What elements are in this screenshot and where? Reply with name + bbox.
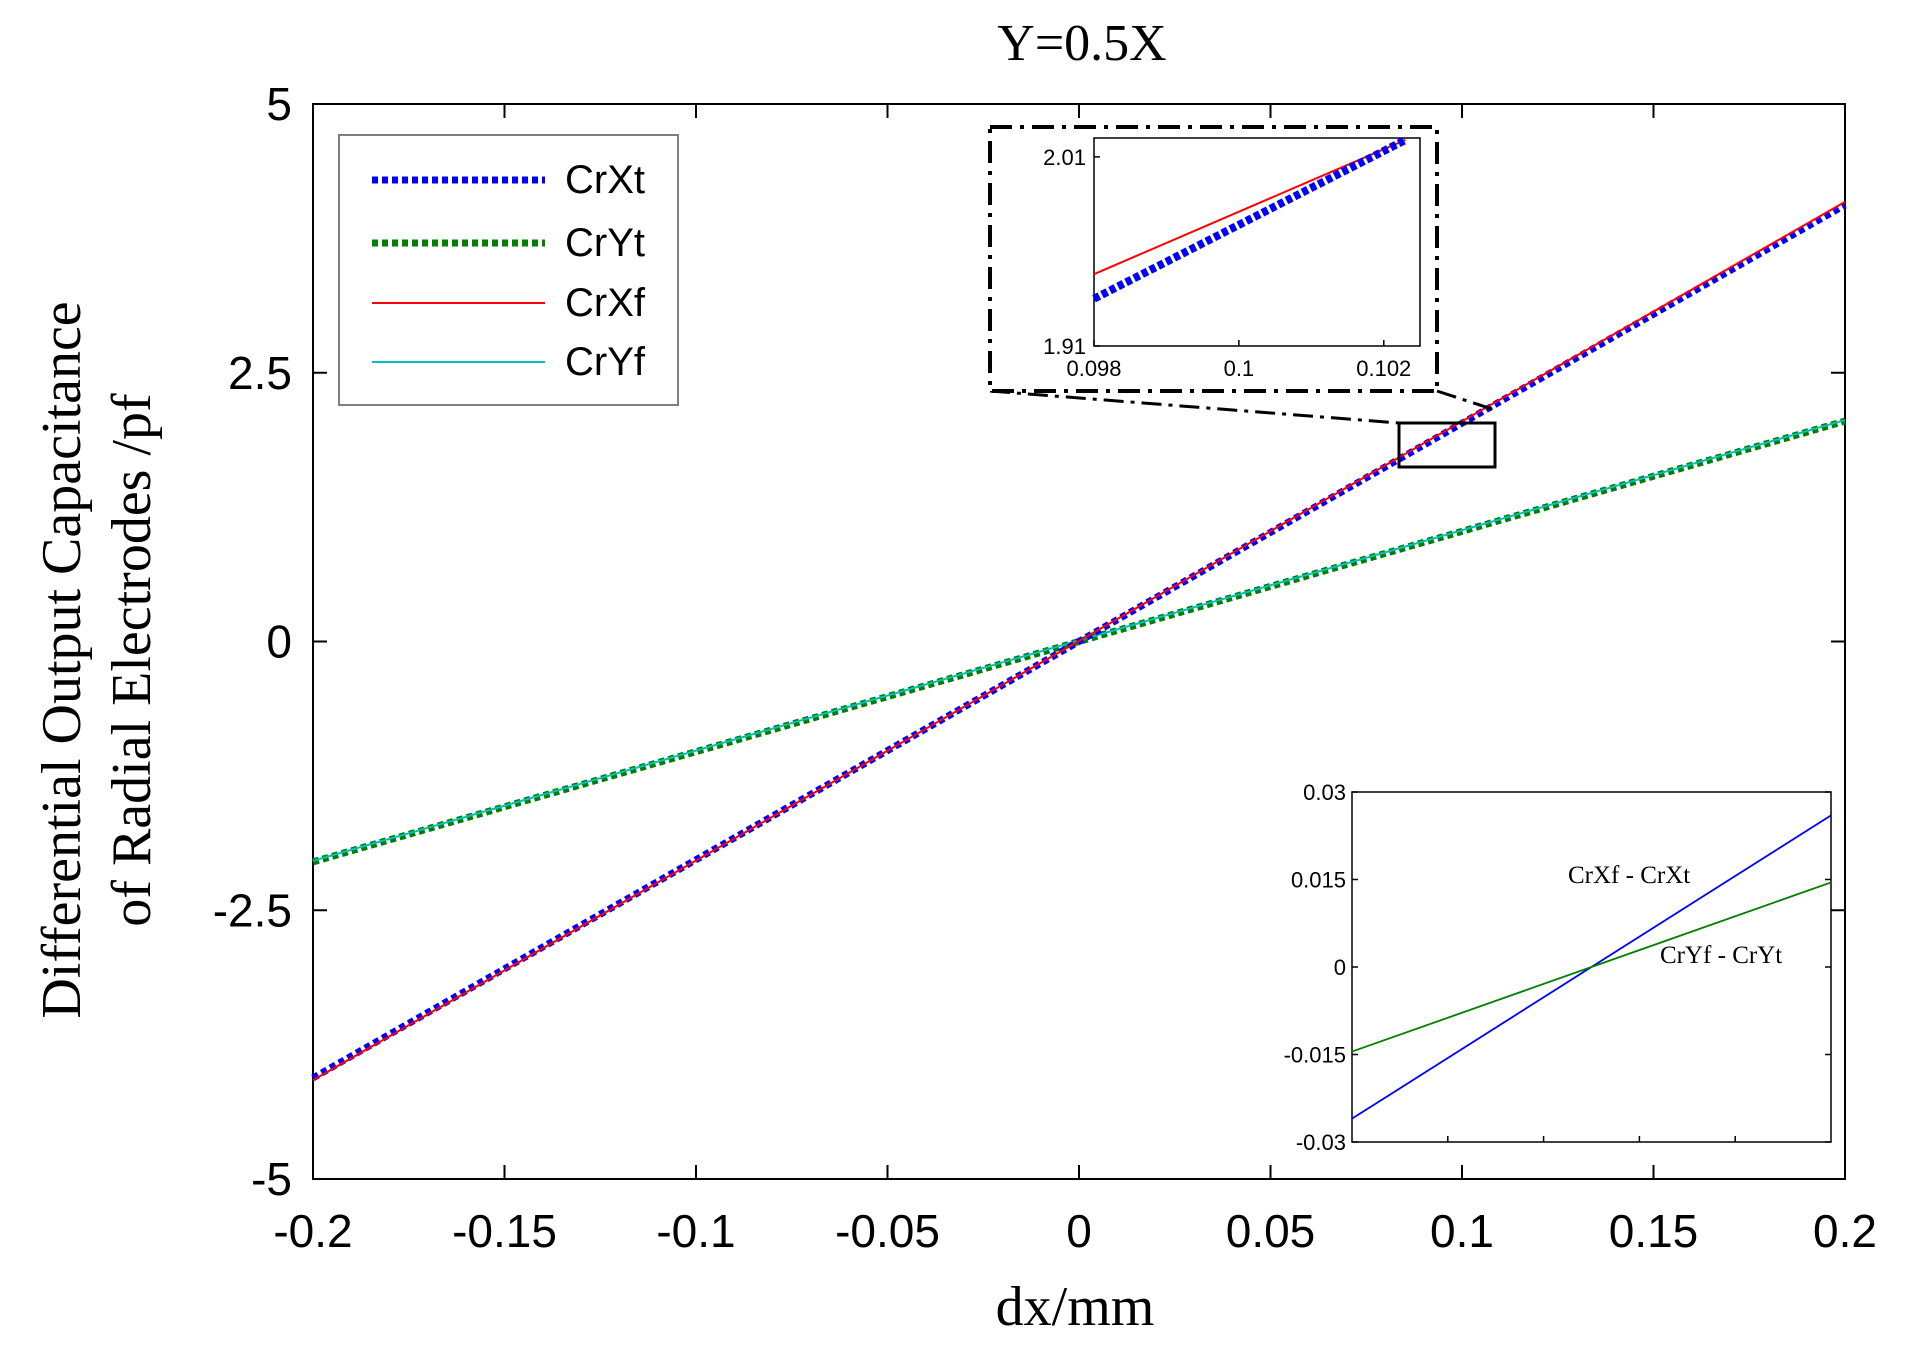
legend-label-cryt: CrYt [565, 221, 645, 265]
zoom-inset-ticks: 0.098 0.1 0.102 1.91 2.01 [1043, 145, 1411, 381]
zoom-series-line-crxt [1092, 136, 1408, 303]
x-tick-label: -0.1 [656, 1205, 735, 1257]
legend: CrXt CrYt CrXf CrYf [338, 134, 679, 406]
x-tick-label: -0.2 [273, 1205, 352, 1257]
difference-inset-ticks: -0.03 -0.015 0 0.015 0.03 [1284, 780, 1831, 1155]
x-tick-label: -0.05 [835, 1205, 940, 1257]
chart-title: Y=0.5X [997, 15, 1166, 72]
zoom-y-tick-label: 1.91 [1043, 334, 1086, 359]
y-axis-label-line-2: of Radial Electrodes /pf [101, 393, 163, 927]
series-line-crxf [312, 200, 1846, 1081]
zoom-inset: 0.098 0.1 0.102 1.91 2.01 [988, 125, 1439, 393]
legend-label-crxf: CrXf [565, 281, 646, 325]
zoom-x-tick-label: 0.098 [1066, 356, 1121, 381]
diff-y-tick-label: -0.015 [1284, 1043, 1346, 1068]
x-tick-label: 0.15 [1609, 1205, 1699, 1257]
zoom-inset-border [988, 125, 1439, 393]
y-axis-tick-labels: -5 -2.5 0 2.5 5 [213, 78, 292, 1205]
difference-inset: -0.03 -0.015 0 0.015 0.03 CrXf - CrXt CrYf -… [1284, 780, 1832, 1155]
y-tick-label: -2.5 [213, 884, 292, 936]
x-tick-label: 0 [1066, 1205, 1092, 1257]
main-series-group [311, 200, 1847, 1081]
x-axis-label: dx/mm [996, 1276, 1155, 1338]
diff-y-tick-label: 0.015 [1291, 868, 1346, 893]
x-axis-ticks [312, 103, 1846, 1180]
zoom-inset-series-group [1092, 136, 1408, 303]
zoom-connector-left [989, 389, 1400, 425]
zoom-inset-plot-area [1093, 137, 1421, 347]
zoom-region-box [1397, 421, 1497, 469]
x-tick-label: 0.2 [1813, 1205, 1877, 1257]
y-tick-label: -5 [251, 1153, 292, 1205]
x-tick-label: -0.15 [452, 1205, 557, 1257]
diff-series-line-cryf-cryt [1351, 881, 1832, 1053]
x-tick-label: 0.1 [1430, 1205, 1494, 1257]
zoom-x-tick-label: 0.102 [1356, 356, 1411, 381]
y-axis-label-line-1: Differential Output Capacitance [31, 301, 93, 1018]
zoom-connector-right [1436, 389, 1496, 412]
y-tick-label: 0 [266, 616, 292, 668]
legend-label-crxt: CrXt [565, 158, 645, 202]
difference-inset-series-group [1351, 814, 1832, 1120]
legend-label-cryf: CrYf [565, 340, 646, 384]
x-axis-tick-labels: -0.2 -0.15 -0.1 -0.05 0 0.05 0.1 0.15 0.2 [273, 1205, 1877, 1257]
y-tick-label: 5 [266, 78, 292, 130]
zoom-y-tick-label: 2.01 [1043, 145, 1086, 170]
annotation-cryf-cryt: CrYf - CrYt [1660, 942, 1782, 969]
diff-y-tick-label: 0.03 [1303, 780, 1346, 805]
diff-y-tick-label: 0 [1334, 955, 1346, 980]
zoom-x-tick-label: 0.1 [1224, 356, 1255, 381]
y-tick-label: 2.5 [228, 347, 292, 399]
annotation-crxf-crxt: CrXf - CrXt [1568, 862, 1690, 889]
x-tick-label: 0.05 [1226, 1205, 1316, 1257]
series-line-cryt [312, 417, 1846, 866]
diff-y-tick-label: -0.03 [1296, 1130, 1346, 1155]
